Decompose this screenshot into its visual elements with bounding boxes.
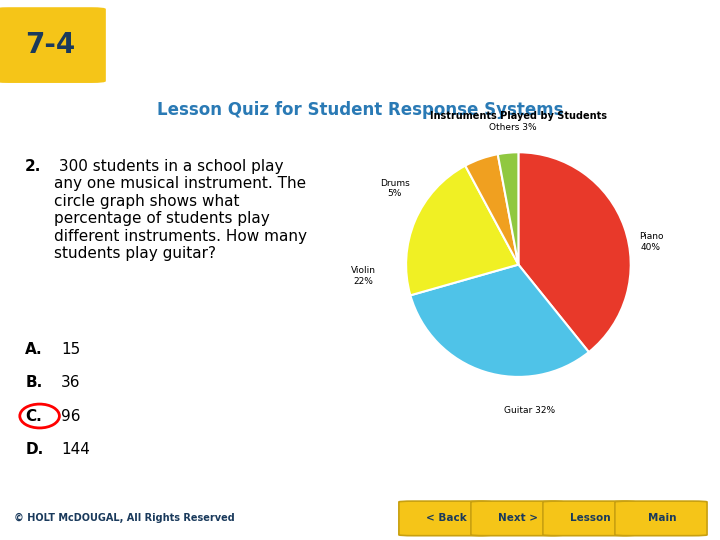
FancyBboxPatch shape [399, 501, 491, 536]
Text: A.: A. [25, 342, 42, 357]
Text: Circle Graphs: Circle Graphs [115, 56, 262, 75]
Wedge shape [498, 152, 518, 265]
Wedge shape [465, 154, 518, 265]
Text: Reading and Interpreting: Reading and Interpreting [115, 16, 393, 35]
Text: < Back: < Back [426, 514, 467, 523]
Text: D.: D. [25, 442, 43, 456]
FancyBboxPatch shape [615, 501, 707, 536]
Text: Lesson: Lesson [570, 514, 611, 523]
FancyBboxPatch shape [471, 501, 563, 536]
Text: 96: 96 [61, 409, 81, 423]
Text: Drums
5%: Drums 5% [380, 179, 410, 198]
FancyBboxPatch shape [543, 501, 635, 536]
FancyBboxPatch shape [0, 7, 106, 83]
Wedge shape [406, 166, 518, 295]
Text: 15: 15 [61, 342, 81, 357]
Text: Piano
40%: Piano 40% [639, 232, 663, 252]
Wedge shape [410, 265, 589, 377]
Text: 300 students in a school play
any one musical instrument. The
circle graph shows: 300 students in a school play any one mu… [54, 159, 307, 261]
Text: Guitar 32%: Guitar 32% [504, 406, 555, 415]
Text: Others 3%: Others 3% [489, 123, 536, 132]
Text: Next >: Next > [498, 514, 539, 523]
Text: 36: 36 [61, 375, 81, 390]
Text: 2.: 2. [25, 159, 42, 174]
Text: B.: B. [25, 375, 42, 390]
Wedge shape [518, 152, 631, 352]
Text: Main: Main [648, 514, 677, 523]
Text: Lesson Quiz for Student Response Systems: Lesson Quiz for Student Response Systems [157, 101, 563, 119]
Title: Instruments Played by Students: Instruments Played by Students [430, 111, 607, 120]
Text: © HOLT McDOUGAL, All Rights Reserved: © HOLT McDOUGAL, All Rights Reserved [14, 514, 235, 523]
Text: Violin
22%: Violin 22% [351, 266, 376, 286]
Text: 7-4: 7-4 [25, 31, 76, 59]
Text: C.: C. [25, 409, 42, 423]
Text: 144: 144 [61, 442, 90, 456]
